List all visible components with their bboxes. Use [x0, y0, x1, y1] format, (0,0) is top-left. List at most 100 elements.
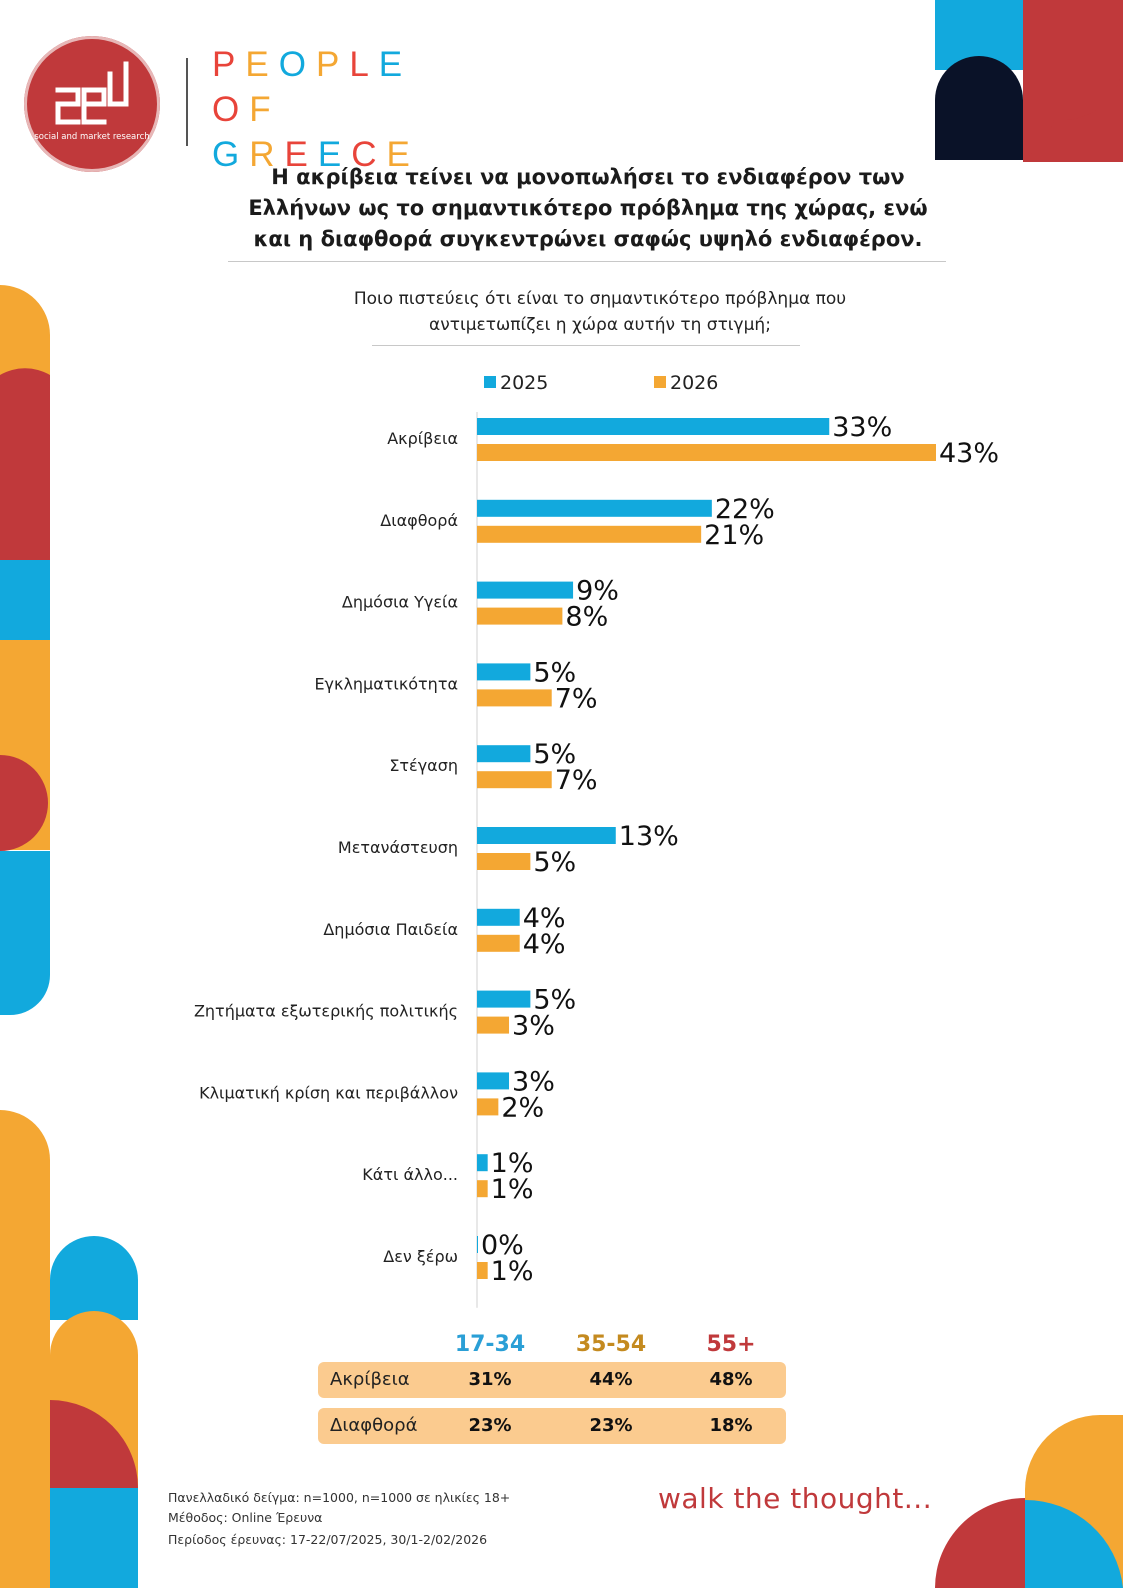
age-value: 31% — [468, 1369, 512, 1390]
bar-2026 — [477, 1180, 488, 1198]
category-label: Δεν ξέρω — [383, 1247, 458, 1266]
data-label-2026: 1% — [491, 1256, 534, 1287]
category-label: Κάτι άλλο... — [362, 1165, 458, 1184]
category-label: Εγκληματικότητα — [314, 674, 458, 693]
tagline: walk the thought... — [658, 1482, 933, 1515]
brand-letter: P — [212, 45, 246, 84]
brand-letter: R — [249, 135, 285, 174]
brand-letter: O — [278, 45, 316, 84]
decor-top-right — [935, 0, 1123, 162]
data-label-2026: 7% — [555, 765, 598, 796]
decor-left-strip — [0, 285, 50, 1015]
bar-2026 — [477, 525, 702, 543]
age-value: 48% — [709, 1369, 753, 1390]
logo-mark-icon — [55, 61, 129, 125]
category-label: Κλιματική κρίση και περιβάλλον — [199, 1083, 458, 1102]
brand-letter: E — [284, 135, 318, 174]
bar-2026 — [477, 444, 936, 461]
logo-tagline: social and market research — [34, 132, 150, 142]
bar-2025 — [477, 499, 712, 517]
survey-question: Ποιο πιστεύεις ότι είναι το σημαντικότερ… — [353, 289, 847, 335]
brand-people-of-greece: PEOPLE OF GREECE — [212, 42, 420, 177]
brand-letter: O — [212, 90, 250, 129]
age-value: 18% — [709, 1415, 753, 1436]
bar-2025 — [477, 418, 830, 435]
brand-letter: G — [212, 135, 250, 174]
brand-line: GREECE — [212, 132, 420, 177]
category-label: Διαφθορά — [380, 511, 458, 530]
bar-2026 — [477, 1098, 499, 1116]
data-label-2026: 1% — [491, 1174, 534, 1205]
bar-2026 — [477, 771, 552, 789]
data-label-2025: 9% — [576, 576, 619, 607]
brand-line: PEOPLE — [212, 42, 420, 87]
bar-2025 — [477, 908, 520, 926]
bar-2025 — [477, 581, 574, 599]
data-label-2026: 43% — [939, 438, 999, 469]
data-label-2026: 4% — [523, 929, 566, 960]
age-header-35-54: 35-54 — [575, 1332, 647, 1357]
brand-letter: E — [386, 135, 420, 174]
bar-2025 — [477, 745, 531, 763]
age-row-label: Ακρίβεια — [330, 1369, 410, 1390]
brand-letter: P — [315, 45, 350, 84]
footnote-method: Μέθοδος: Online Έρευνα — [168, 1510, 323, 1525]
brand-letter: L — [349, 45, 379, 84]
age-header-55-plus: 55+ — [706, 1332, 756, 1357]
category-label: Στέγαση — [389, 756, 458, 775]
headline-rule — [228, 261, 946, 262]
headline: Η ακρίβεια τείνει να μονοπωλήσει το ενδι… — [248, 165, 928, 251]
age-row-akriveia: Ακρίβεια 31% 44% 48% — [318, 1362, 786, 1398]
bar-2025 — [477, 663, 531, 681]
category-label: Δημόσια Υγεία — [342, 593, 458, 612]
legend-label-2026: 2026 — [670, 372, 718, 394]
data-label-2026: 3% — [512, 1011, 555, 1042]
brand-letter: C — [351, 135, 387, 174]
logo-divider — [186, 58, 188, 146]
bar-2025 — [477, 1072, 510, 1090]
brand-line: OF — [212, 87, 420, 132]
data-label-2025: 33% — [832, 412, 892, 443]
decor-bottom-right — [935, 1415, 1123, 1588]
bar-2026 — [477, 853, 531, 870]
decor-bottom-left — [0, 1110, 138, 1588]
legend-label-2025: 2025 — [500, 372, 548, 394]
category-label: Δημόσια Παιδεία — [323, 920, 458, 939]
data-label-2025: 1% — [491, 1148, 534, 1179]
brand-letter: F — [249, 90, 281, 129]
data-label-2025: 4% — [523, 903, 566, 934]
age-header-17-34: 17-34 — [454, 1332, 526, 1357]
data-label-2026: 7% — [555, 683, 598, 714]
bar-2026 — [477, 1016, 510, 1034]
bar-2026 — [477, 607, 563, 625]
age-row-label: Διαφθορά — [330, 1415, 418, 1436]
footnote-period: Περίοδος έρευνας: 17-22/07/2025, 30/1-2/… — [168, 1532, 488, 1547]
data-label-2025: 5% — [533, 657, 576, 688]
age-value: 23% — [468, 1415, 512, 1436]
data-label-2026: 21% — [704, 520, 764, 551]
age-value: 23% — [589, 1415, 633, 1436]
brand-letter: E — [245, 45, 279, 84]
category-label: Μετανάστευση — [338, 838, 458, 857]
bar-2025 — [477, 827, 616, 844]
brand-letter: E — [317, 135, 352, 174]
bar-2025 — [477, 1154, 488, 1172]
data-label-2025: 13% — [619, 821, 679, 852]
bar-2026 — [477, 689, 552, 707]
bar-chart: 2025 2026 Ακρίβεια 33% 43% Διαφθορά 22%21% Δημό… — [194, 372, 999, 1308]
brand-letter: E — [378, 45, 413, 84]
bar-2026 — [477, 934, 520, 952]
data-label-2025: 22% — [715, 494, 775, 525]
age-row-diafthora: Διαφθορά 23% 23% 18% — [318, 1408, 786, 1444]
data-label-2026: 2% — [501, 1092, 544, 1123]
footnote-sample: Πανελλαδικό δείγμα: n=1000, n=1000 σε ηλ… — [168, 1490, 511, 1505]
age-value: 44% — [589, 1369, 633, 1390]
category-label: Ακρίβεια — [387, 429, 458, 448]
bar-2025 — [477, 990, 531, 1008]
data-label-2026: 8% — [565, 602, 608, 633]
data-label-2025: 3% — [512, 1066, 555, 1097]
gpo-logo: social and market research — [24, 36, 160, 172]
question-rule — [372, 345, 800, 346]
data-label-2025: 5% — [533, 985, 576, 1016]
category-label: Ζητήματα εξωτερικής πολιτικής — [194, 1002, 458, 1021]
